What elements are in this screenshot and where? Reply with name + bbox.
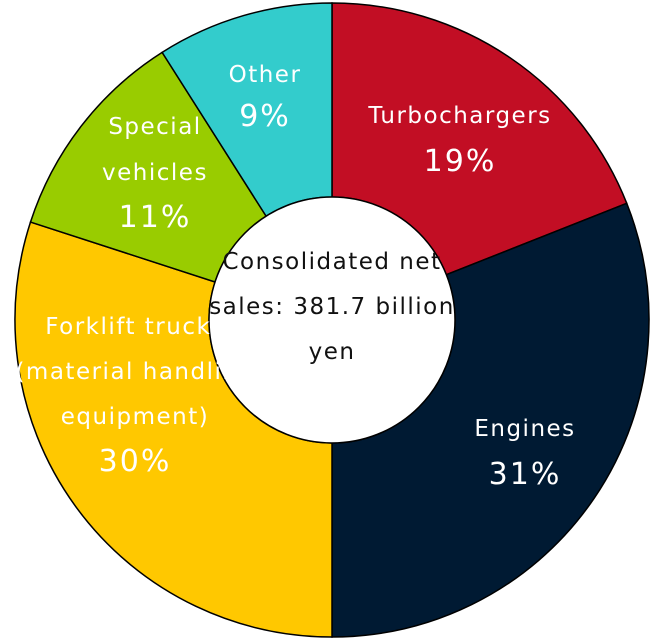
slice-label: Special vehicles 11%: [80, 104, 230, 240]
value-label: 31%: [488, 457, 562, 492]
slice-label: Other 9%: [210, 55, 320, 139]
center-label: Consolidated net sales: 381.7 billion ye…: [209, 249, 455, 365]
slice-label: Turbochargers 19%: [335, 92, 585, 184]
slice-label: Engines 31%: [450, 405, 600, 497]
value-label: 19%: [423, 144, 497, 179]
category-label: Turbochargers: [368, 103, 552, 129]
category-label: Other: [228, 62, 302, 88]
value-label: 11%: [118, 200, 192, 235]
value-label: 9%: [239, 99, 291, 134]
slice-label: Forklift trucks (material handling equip…: [10, 305, 260, 484]
category-label: Forklift trucks (material handling equip…: [15, 314, 255, 430]
category-label: Engines: [474, 416, 576, 442]
category-label: Special vehicles: [102, 114, 208, 186]
donut-hole: [208, 196, 456, 444]
value-label: 30%: [98, 444, 172, 479]
